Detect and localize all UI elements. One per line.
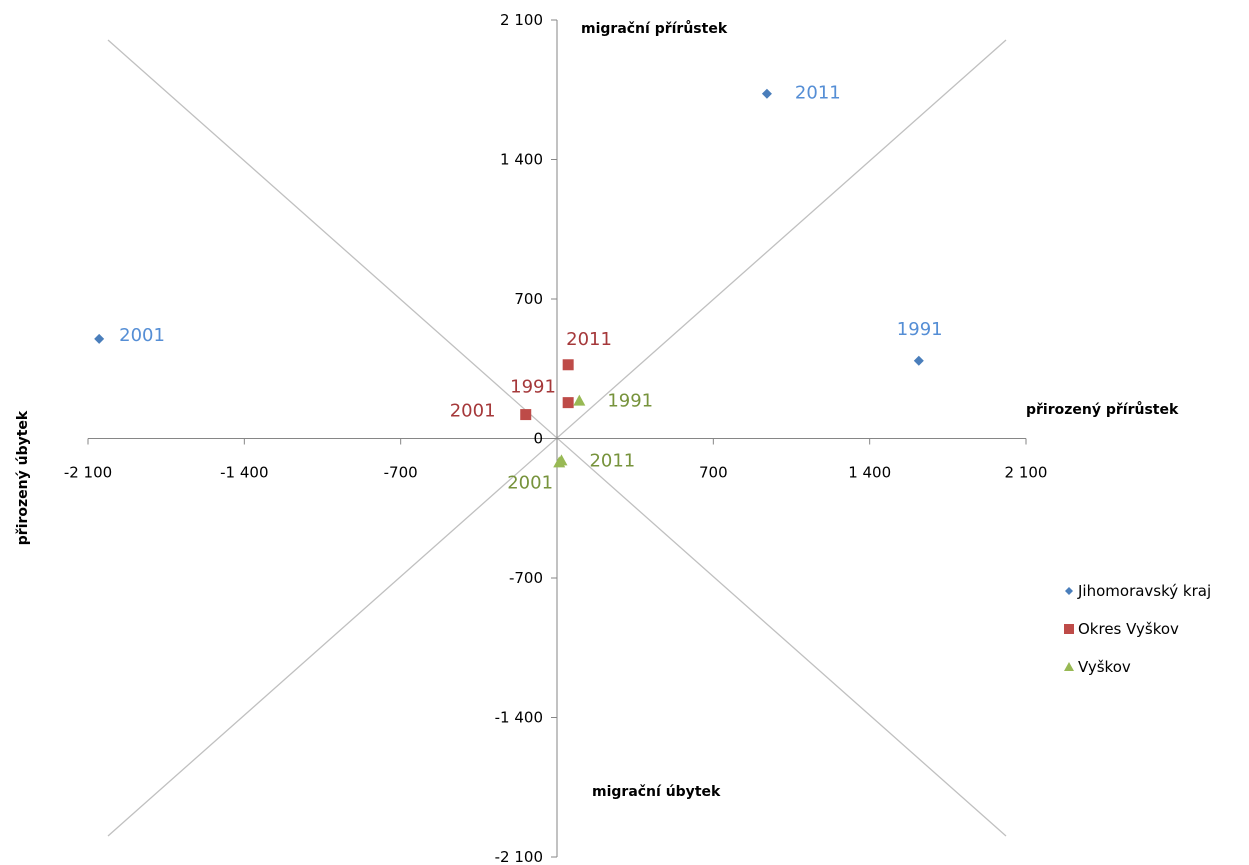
- x-axis-ticks: -2 100 -1 400 -700 700 1 400 2 100: [64, 438, 1048, 482]
- x-tick-label: -1 400: [220, 464, 268, 482]
- y-axis-ticks: -2 100 -1 400 -700 0 700 1 400 2 100: [495, 11, 557, 865]
- y-tick-label: -700: [509, 569, 543, 587]
- x-tick-label: 1 400: [848, 464, 891, 482]
- data-point-triangle: [573, 394, 586, 406]
- data-labels: 1991 2001 2011 1991 2001 2011 1991 2001 2011: [119, 83, 942, 494]
- x-tick-label: 700: [699, 464, 728, 482]
- legend-item-vyskov: Vyškov: [1062, 648, 1211, 686]
- legend-label: Jihomoravský kraj: [1078, 582, 1212, 600]
- x-tick-label: 2 100: [1005, 464, 1048, 482]
- y-tick-label: -1 400: [495, 709, 543, 727]
- y-tick-label: 2 100: [500, 11, 543, 29]
- data-point-label: 1991: [897, 319, 943, 340]
- quadrant-label-left: přirozený úbytek: [15, 410, 31, 545]
- quadrant-label-bottom: migrační úbytek: [592, 784, 721, 800]
- legend-label: Okres Vyškov: [1078, 620, 1179, 638]
- data-point-square: [520, 409, 532, 421]
- data-point-diamond: [761, 88, 772, 99]
- y-tick-label: -2 100: [495, 848, 543, 865]
- data-point-label: 1991: [607, 391, 653, 412]
- data-point-diamond: [94, 333, 105, 344]
- legend: Jihomoravský kraj Okres Vyškov Vyškov: [1062, 572, 1211, 686]
- data-point-diamond: [913, 355, 924, 366]
- data-point-label: 2001: [507, 472, 553, 493]
- triangle-marker-icon: [1062, 660, 1076, 674]
- data-point-triangle: [555, 454, 568, 466]
- legend-item-okres-vyskov: Okres Vyškov: [1062, 610, 1211, 648]
- data-point-square: [562, 359, 574, 371]
- y-tick-label: 0: [533, 430, 543, 448]
- data-point-label: 2001: [450, 401, 496, 422]
- data-point-label: 2011: [795, 83, 841, 104]
- quadrant-label-top: migrační přírůstek: [581, 20, 728, 37]
- data-points: [94, 88, 924, 468]
- y-tick-label: 1 400: [500, 151, 543, 169]
- x-tick-label: -2 100: [64, 464, 112, 482]
- square-marker-icon: [1062, 622, 1076, 636]
- data-point-label: 2001: [119, 325, 165, 346]
- legend-item-jihomoravsky-kraj: Jihomoravský kraj: [1062, 572, 1211, 610]
- data-point-label: 2011: [566, 329, 612, 350]
- quadrant-label-right: přirozený přírůstek: [1026, 401, 1179, 418]
- x-tick-label: -700: [384, 464, 418, 482]
- data-point-label: 1991: [510, 377, 556, 398]
- data-point-label: 2011: [589, 450, 635, 471]
- y-tick-label: 700: [514, 290, 543, 308]
- diamond-marker-icon: [1062, 584, 1076, 598]
- data-point-square: [562, 397, 574, 409]
- legend-label: Vyškov: [1078, 658, 1131, 676]
